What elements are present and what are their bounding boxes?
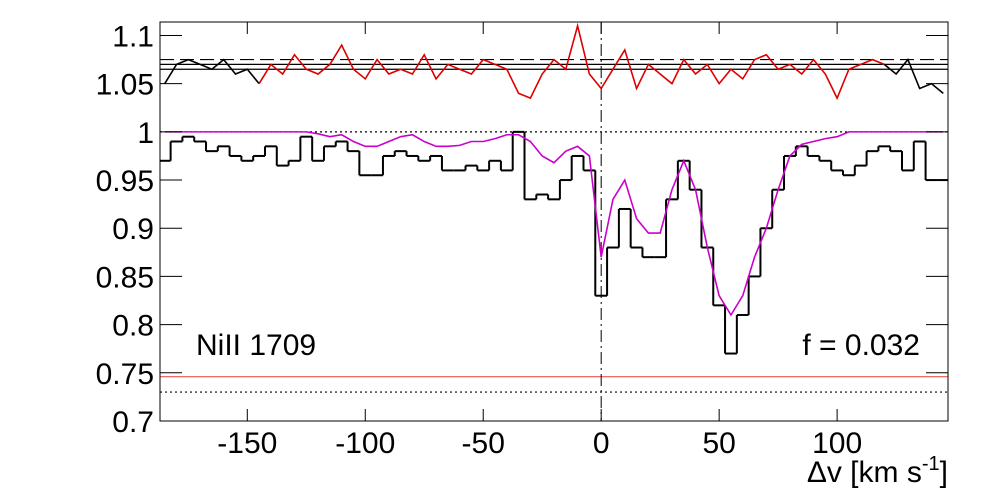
series-line xyxy=(164,58,944,94)
ion-label: NiII 1709 xyxy=(196,329,316,362)
f-label: f = 0.032 xyxy=(802,329,920,362)
y-tick-label: 0.95 xyxy=(96,165,154,198)
y-tick-label: 0.8 xyxy=(112,310,154,343)
x-tick-label: -50 xyxy=(462,427,505,460)
y-tick-label: 0.9 xyxy=(112,213,154,246)
x-axis-label: Δv [km s-1] xyxy=(807,453,948,489)
y-tick-label: 0.85 xyxy=(96,261,154,294)
x-tick-label: 0 xyxy=(593,427,610,460)
y-tick-label: 1 xyxy=(137,117,154,150)
series-line xyxy=(164,131,944,317)
x-axis-label-main: Δv [km s xyxy=(807,456,922,489)
x-tick-label: -150 xyxy=(217,427,277,460)
plot-area xyxy=(160,22,948,421)
frame xyxy=(159,21,949,422)
y-tick-label: 1.05 xyxy=(96,69,154,102)
x-tick-label: 50 xyxy=(702,427,735,460)
y-tick-label: 1.1 xyxy=(112,20,154,53)
x-axis-label-sup: -1 xyxy=(922,453,940,475)
x-tick-label: 100 xyxy=(812,427,862,460)
y-tick-label: 0.75 xyxy=(96,358,154,391)
x-tick-label: -100 xyxy=(335,427,395,460)
x-axis-label-end: ] xyxy=(940,456,948,489)
y-tick-label: 0.7 xyxy=(112,406,154,439)
series-line xyxy=(258,22,885,101)
